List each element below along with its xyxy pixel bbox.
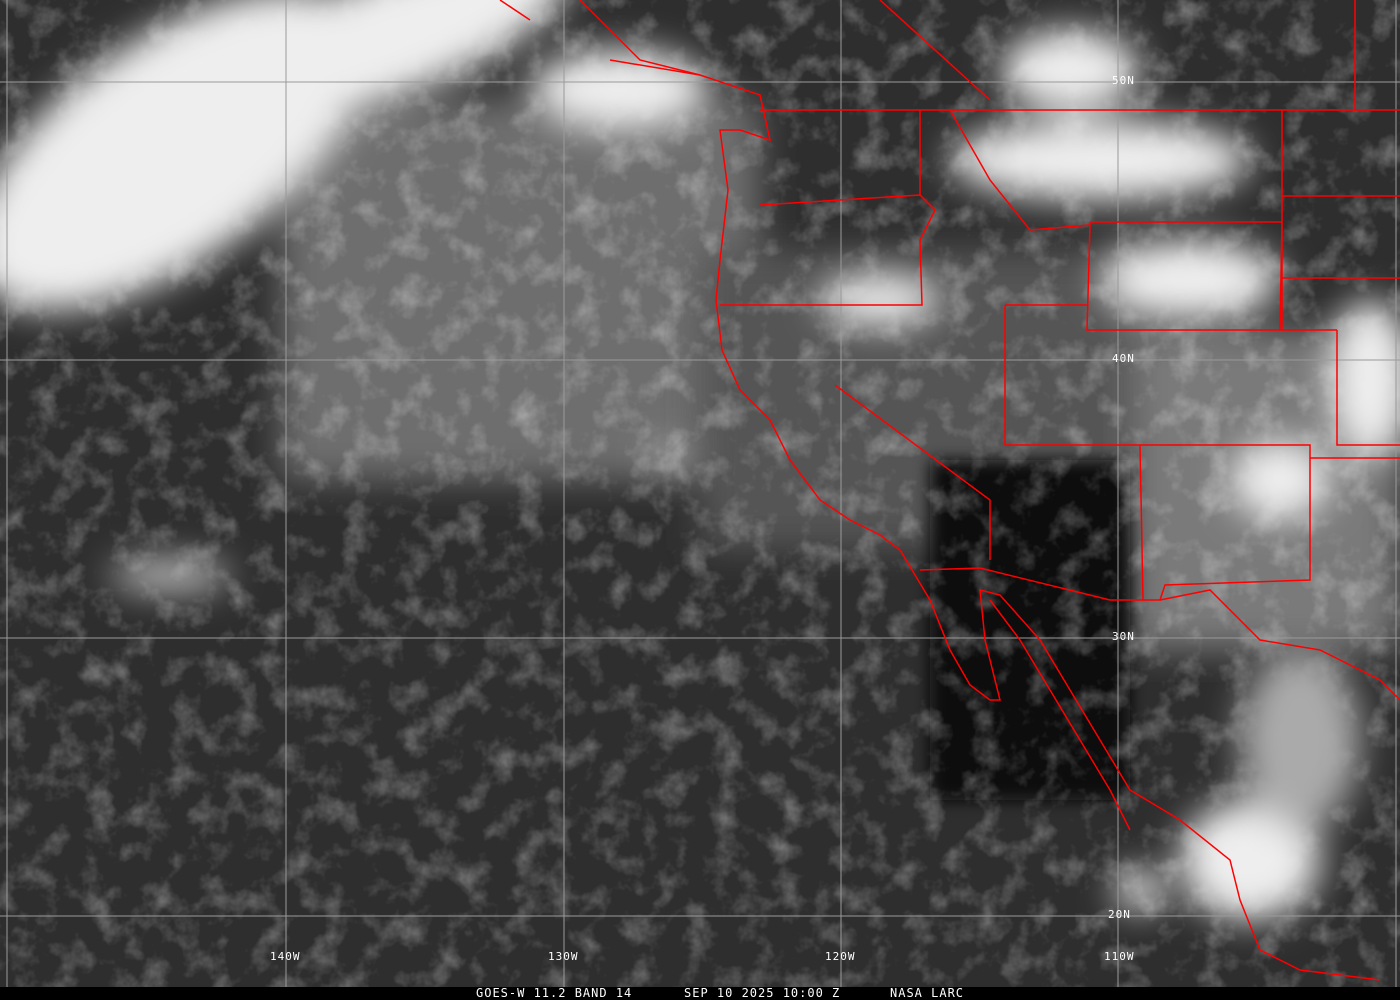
lat-label-50n: 50N <box>1112 74 1135 87</box>
lon-label-130w: 130W <box>548 950 579 963</box>
source-label: NASA LARC <box>890 986 965 1000</box>
coastline <box>609 59 1381 981</box>
state-lines <box>720 109 1400 601</box>
lon-label-140w: 140W <box>270 950 301 963</box>
lon-label-120w: 120W <box>825 950 856 963</box>
mexico-east-coast <box>1159 589 1400 701</box>
timestamp-label: SEP 10 2025 10:00 Z <box>684 986 841 1000</box>
cloud-masses <box>0 0 1400 920</box>
political-boundaries <box>499 0 1400 981</box>
baja-gulf-coast <box>989 599 1131 831</box>
lat-label-20n: 20N <box>1108 908 1131 921</box>
lon-label-110w: 110W <box>1104 950 1135 963</box>
satellite-band-label: GOES-W 11.2 BAND 14 <box>476 986 633 1000</box>
canada-coast <box>499 0 1356 110</box>
lat-label-30n: 30N <box>1112 630 1135 643</box>
caption-bar: GOES-W 11.2 BAND 14 SEP 10 2025 10:00 Z … <box>0 987 1400 1000</box>
lat-label-40n: 40N <box>1112 352 1135 365</box>
